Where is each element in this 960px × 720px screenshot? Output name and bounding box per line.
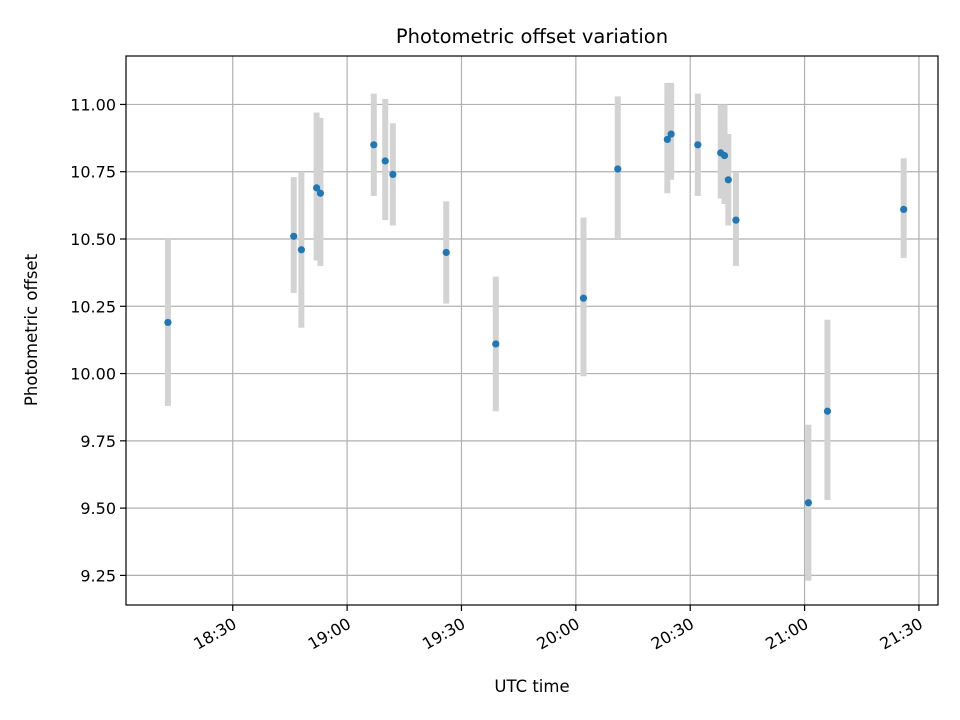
data-point bbox=[492, 340, 500, 348]
y-axis-label: Photometric offset bbox=[22, 253, 41, 406]
data-point bbox=[164, 318, 172, 327]
data-point bbox=[313, 184, 321, 192]
x-tick-label: 19:30 bbox=[419, 614, 468, 654]
y-axis-ticks: 9.25 9.50 9.75 10.00 10.25 10.50 10.75 11.00 bbox=[70, 95, 126, 585]
y-tick-label: 9.25 bbox=[80, 566, 116, 585]
y-tick-label: 10.50 bbox=[70, 230, 116, 249]
x-tick-label: 21:00 bbox=[762, 614, 811, 654]
data-point bbox=[316, 189, 325, 197]
data-point bbox=[823, 407, 832, 415]
x-tick-label: 20:30 bbox=[648, 614, 697, 654]
data-point bbox=[732, 216, 740, 224]
data-points bbox=[164, 130, 908, 507]
data-point bbox=[804, 499, 812, 507]
x-axis-ticks: 18:30 19:00 19:30 20:00 20:30 21:00 21:30 bbox=[190, 605, 926, 654]
x-tick-label: 21:30 bbox=[877, 614, 926, 654]
error-bars bbox=[164, 82, 907, 581]
y-tick-label: 9.75 bbox=[80, 432, 116, 451]
data-point bbox=[290, 232, 298, 240]
plot-frame bbox=[125, 55, 939, 606]
y-tick-label: 10.25 bbox=[70, 297, 116, 316]
data-point bbox=[389, 170, 397, 179]
data-point bbox=[724, 176, 732, 184]
y-tick-label: 11.00 bbox=[70, 95, 116, 114]
x-tick-label: 18:30 bbox=[190, 614, 239, 654]
grid bbox=[126, 56, 938, 605]
data-point bbox=[694, 141, 702, 149]
chart-title: Photometric offset variation bbox=[396, 25, 668, 48]
data-point bbox=[667, 130, 675, 138]
data-point bbox=[442, 248, 450, 257]
data-point bbox=[381, 157, 389, 165]
data-point bbox=[579, 294, 588, 302]
data-point bbox=[900, 205, 908, 213]
y-tick-label: 10.00 bbox=[70, 365, 116, 384]
data-point bbox=[614, 165, 622, 173]
data-point bbox=[663, 135, 671, 144]
data-point bbox=[720, 151, 729, 160]
y-tick-label: 9.50 bbox=[80, 499, 116, 518]
x-axis-label: UTC time bbox=[494, 677, 569, 696]
x-tick-label: 19:00 bbox=[305, 614, 354, 654]
data-point bbox=[370, 141, 378, 149]
x-tick-label: 20:00 bbox=[533, 614, 582, 654]
y-tick-label: 10.75 bbox=[70, 163, 116, 182]
data-point bbox=[297, 246, 305, 254]
